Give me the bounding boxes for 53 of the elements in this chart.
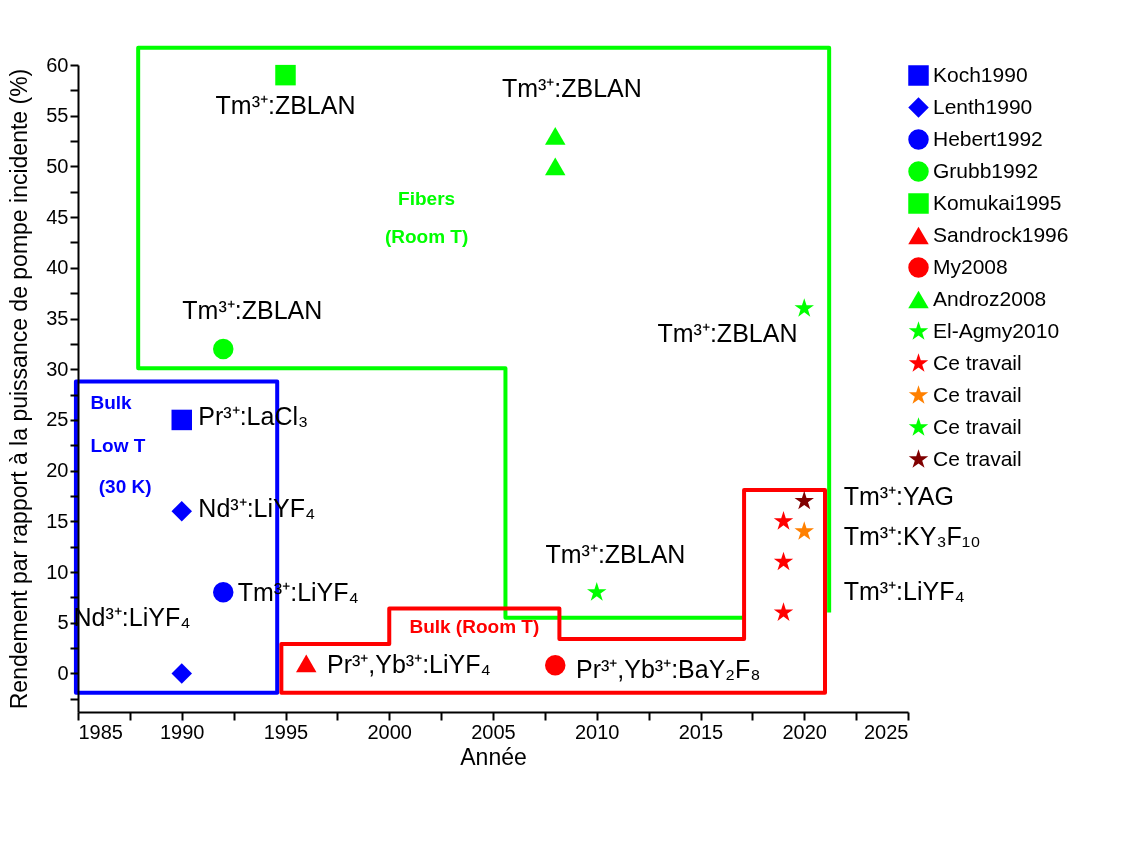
x-tick-label: 2025	[864, 720, 909, 743]
x-tick-label: 1995	[263, 720, 309, 743]
legend-label: My2008	[933, 254, 1008, 278]
annotation: Tm³⁺:ZBLAN	[501, 74, 642, 103]
annotation: Tm³⁺:KY₃F₁₀	[843, 521, 981, 550]
legend-label: Ce travail	[933, 414, 1022, 438]
legend-label: Grubb1992	[933, 158, 1039, 182]
legend-label: Ce travail	[933, 350, 1022, 374]
x-tick-label: 2010	[575, 720, 620, 743]
annotation: Pr³⁺,Yb³⁺:BaY₂F₈	[576, 655, 761, 684]
y-tick-label: 35	[46, 307, 69, 330]
legend-label: Androz2008	[933, 286, 1047, 310]
legend-label: El-Agmy2010	[933, 318, 1060, 342]
x-tick-label: 1985	[78, 720, 123, 743]
y-tick-label: 50	[46, 154, 69, 177]
legend-label: Ce travail	[933, 446, 1022, 470]
annotation: Bulk	[90, 391, 133, 413]
annotation: Tm³⁺:LiYF₄	[843, 577, 965, 606]
y-tick-label: 60	[46, 53, 69, 76]
annotation: Tm³⁺:YAG	[843, 482, 954, 511]
y-tick-label: 30	[46, 357, 69, 380]
y-tick-label: 25	[46, 408, 69, 431]
legend-label: Komukai1995	[933, 190, 1062, 214]
legend-label: Ce travail	[933, 382, 1022, 406]
annotation: Tm³⁺:ZBLAN	[545, 539, 686, 568]
y-tick-label: 20	[46, 459, 69, 482]
annotation: Fibers	[398, 187, 456, 209]
y-tick-label: 10	[46, 560, 69, 583]
legend-label: Sandrock1996	[933, 222, 1069, 246]
annotation: Tm³⁺:ZBLAN	[182, 296, 323, 325]
annotation: Bulk (Room T)	[409, 615, 540, 637]
x-tick-label: 2000	[367, 720, 412, 743]
annotation: Tm³⁺:ZBLAN	[657, 318, 798, 347]
legend-label: Hebert1992	[933, 126, 1043, 150]
y-tick-label: 40	[46, 256, 69, 279]
y-tick-label: 15	[46, 509, 69, 532]
annotation: (Room T)	[384, 226, 469, 248]
annotation: Pr³⁺,Yb³⁺:LiYF₄	[327, 650, 491, 679]
x-tick-label: 2015	[678, 720, 724, 743]
y-axis-title: Rendement par rapport à la puissance de pompe incidente (%)	[6, 68, 33, 710]
annotation: (30 K)	[98, 475, 152, 497]
y-tick-label: 0	[57, 661, 69, 684]
x-axis-title: Année	[460, 743, 527, 770]
x-tick-label: 1990	[160, 720, 205, 743]
x-tick-label: 2005	[471, 720, 516, 743]
y-tick-label: 55	[46, 104, 69, 127]
annotation: Low T	[90, 435, 146, 457]
y-tick-label: 5	[57, 611, 69, 634]
annotation: Tm³⁺:ZBLAN	[215, 90, 356, 119]
legend-label: Lenth1990	[933, 94, 1033, 118]
x-tick-label: 2020	[782, 720, 827, 743]
y-tick-label: 45	[46, 205, 69, 228]
legend-label: Koch1990	[933, 62, 1028, 86]
